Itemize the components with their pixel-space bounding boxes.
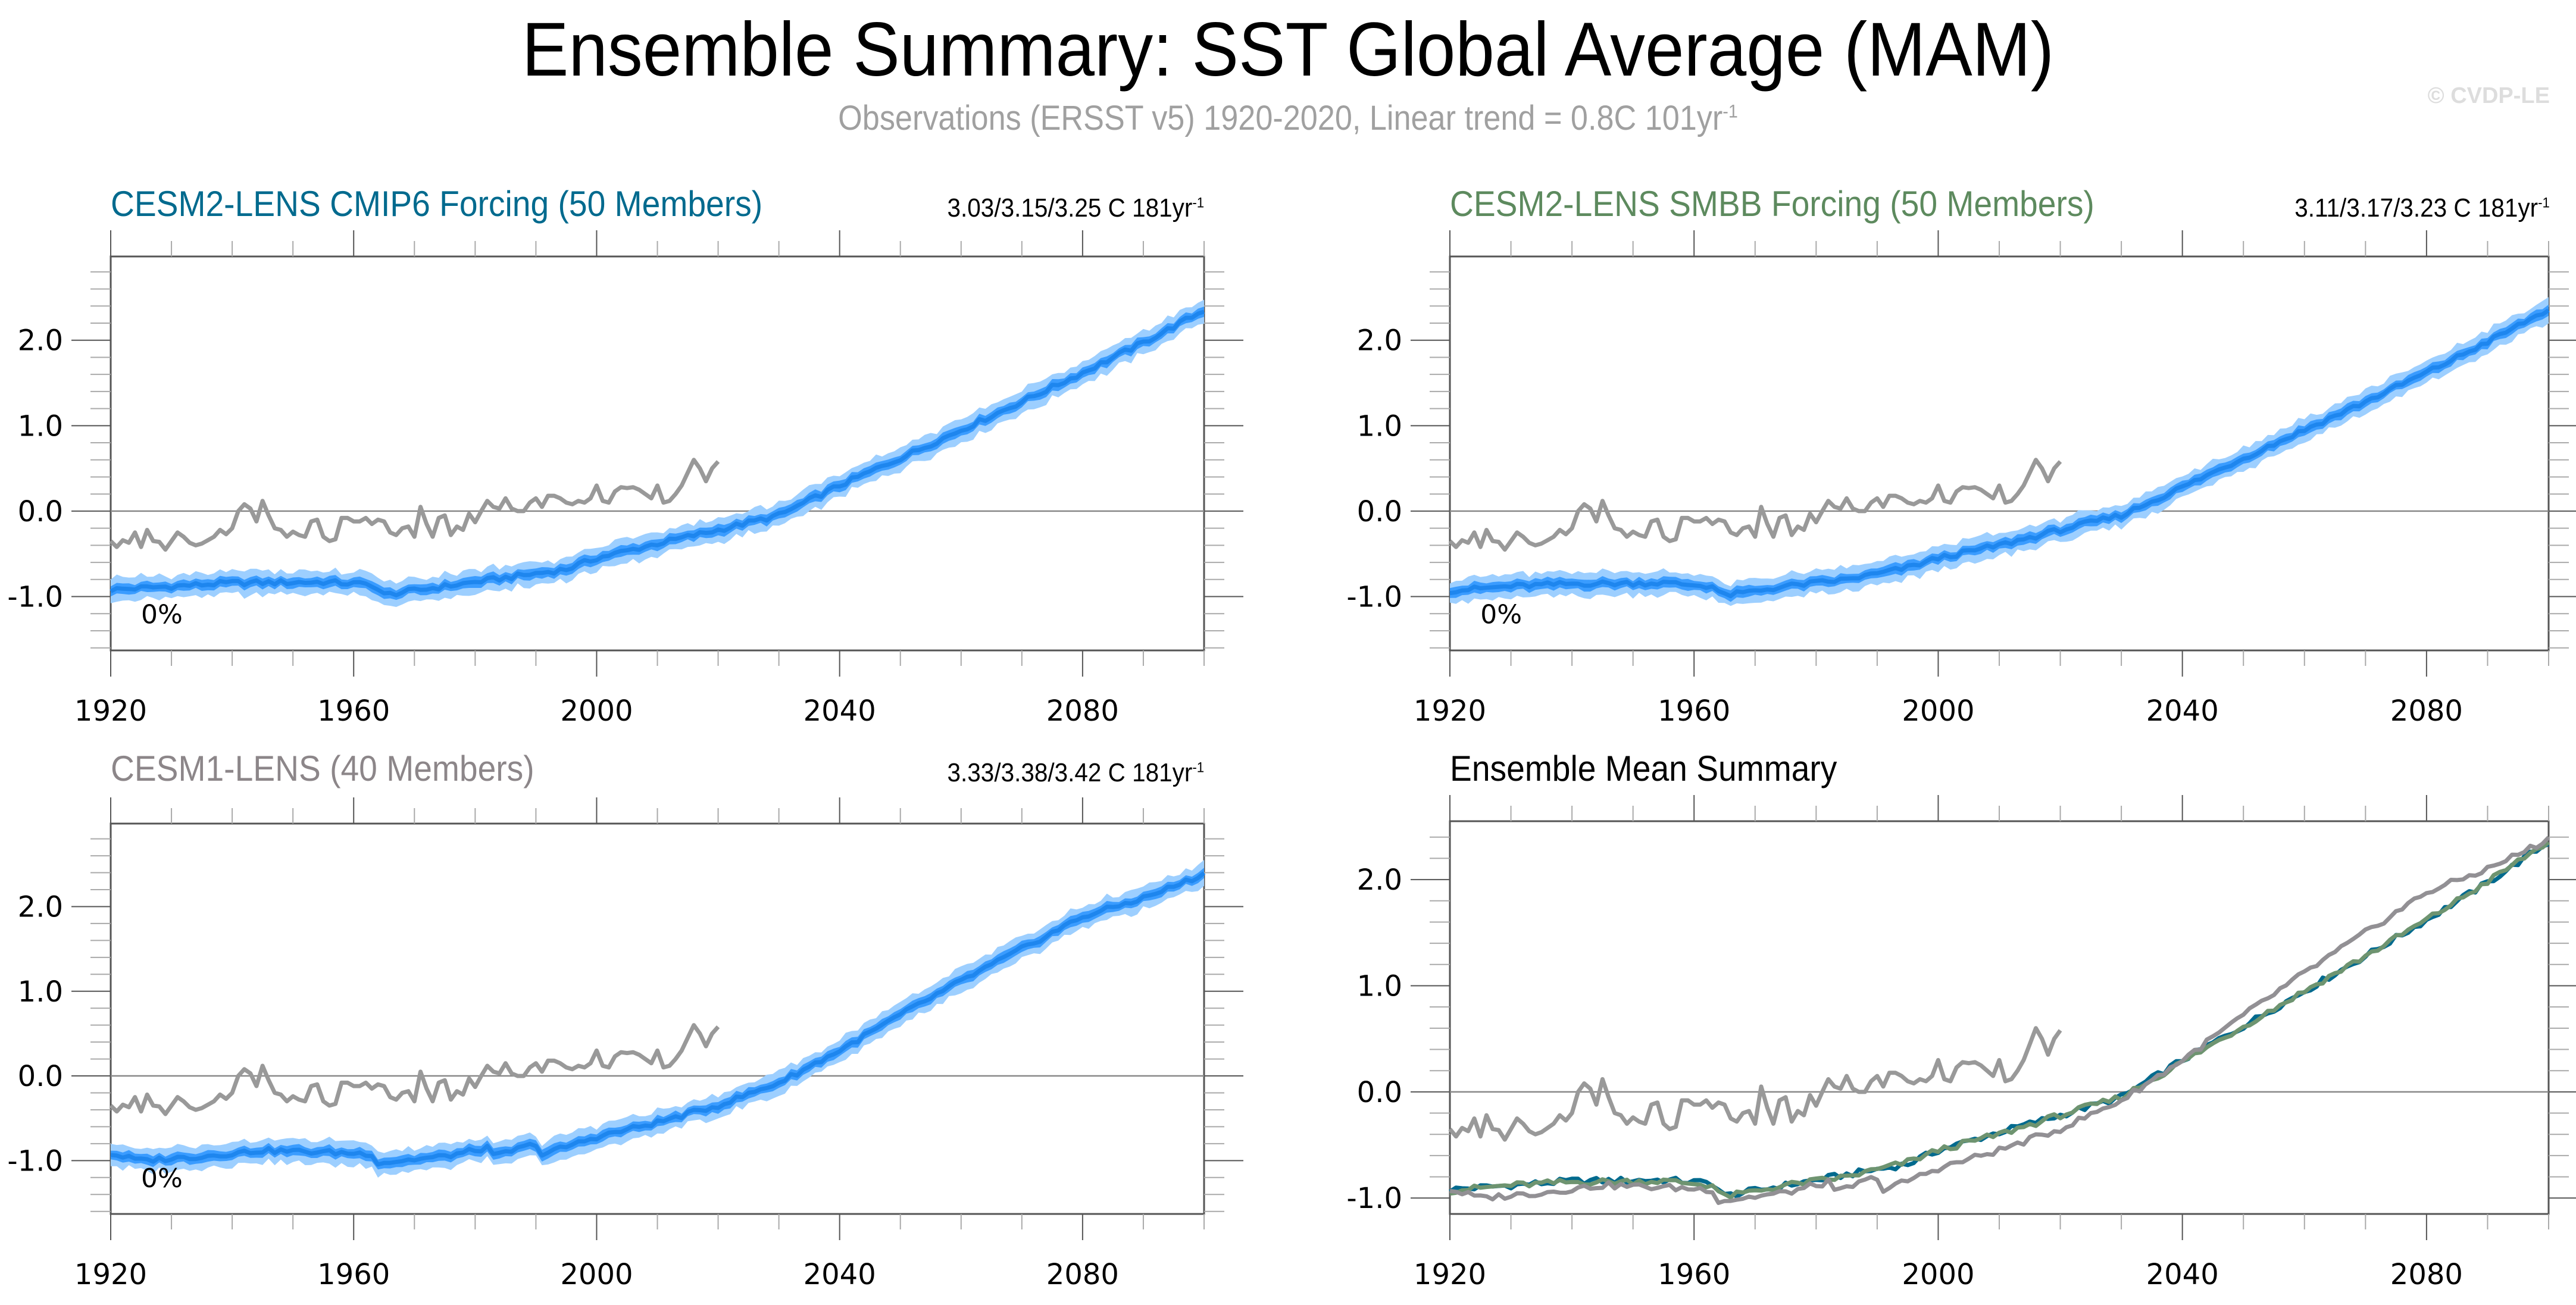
spread-band-outer [111,860,1204,1178]
panel-stat-smbb: 3.11/3.17/3.23 C 181yr-1 [2294,193,2550,223]
x-tick-label: 2080 [1046,1258,1119,1291]
x-tick-label: 1960 [317,1258,390,1291]
y-tick-label: 1.0 [1357,969,1402,1003]
ensemble-mean-line [110,309,1205,597]
y-tick-label: 0.0 [1357,495,1402,528]
x-tick-label: 2000 [560,694,633,728]
observations-line [1448,1026,2062,1142]
x-tick-label: 2000 [560,1258,633,1291]
panel-title-smbb: CESM2-LENS SMBB Forcing (50 Members) [1450,184,2094,224]
stat-text: 3.11/3.17/3.23 C 181yr [2294,193,2539,223]
y-tick-label: -1.0 [1346,581,1402,614]
panel-stat-cmip6: 3.03/3.15/3.25 C 181yr-1 [947,193,1204,223]
x-tick-label: 1920 [74,694,147,728]
percent-annotation: 0% [141,599,183,630]
spread-band-inner [111,306,1204,600]
y-tick-label: 2.0 [18,324,63,358]
percent-annotation: 0% [1480,599,1522,630]
spread-band-outer [111,299,1204,607]
cesm1-mean-line [1449,835,2550,1205]
panel-3-axes: 1920 1960 2000 2040 2080 -1.0 0.0 1.0 2.0 [7,797,1243,1291]
plot-frame [1449,820,2550,1215]
x-tick-label: 1920 [1414,694,1486,728]
x-tick-label: 2040 [804,1258,876,1291]
panel-1-data: 0% [109,299,1205,630]
subtitle-text: Observations (ERSST v5) 1920-2020, Linea… [838,99,1723,137]
cmip6-mean-line [1449,842,2550,1198]
x-tick-label: 1920 [74,1258,147,1291]
panel-stat-cesm1: 3.33/3.38/3.42 C 181yr-1 [947,758,1204,788]
spread-band-inner [111,868,1204,1170]
y-tick-label: 2.0 [18,890,63,924]
main-title: Ensemble Summary: SST Global Average (MA… [521,7,2055,92]
x-tick-label: 1960 [1658,694,1730,728]
x-tick-label: 2080 [1046,694,1119,728]
spread-band-inner [1450,305,2549,602]
smbb-mean-line [1449,840,2550,1200]
x-tick-label: 2040 [2146,1258,2219,1291]
y-tick-label: 2.0 [1357,324,1402,358]
y-tick-label: 1.0 [1357,409,1402,443]
stat-text: 3.03/3.15/3.25 C 181yr [947,193,1193,223]
panel-2-axes: 1920 1960 2000 2040 2080 -1.0 0.0 1.0 2.0 [1346,230,2576,728]
x-tick-label: 2000 [1902,1258,1974,1291]
ensemble-mean-line [110,871,1206,1167]
observations-line [109,458,720,552]
y-tick-label: 0.0 [18,1060,63,1093]
ensemble-mean-line [1449,308,2550,599]
copyright-watermark: © CVDP-LE [2427,83,2550,108]
x-tick-label: 1920 [1414,1258,1486,1291]
panel-4-data [1448,835,2550,1205]
x-tick-label: 2080 [2390,694,2463,728]
x-tick-label: 2000 [1902,694,1974,728]
y-tick-label: -1.0 [7,1144,63,1178]
y-tick-label: 1.0 [18,975,63,1009]
y-tick-label: 1.0 [18,409,63,443]
x-tick-label: 1960 [317,694,390,728]
panel-title-cesm1: CESM1-LENS (40 Members) [111,749,534,788]
stat-superscript: -1 [2538,195,2550,211]
y-tick-label: 0.0 [1357,1076,1402,1109]
panel-3-data: 0% [109,860,1206,1194]
panel-1-axes: 1920 1960 2000 2040 2080 -1.0 0.0 1.0 2.0 [7,230,1243,728]
y-tick-label: -1.0 [7,581,63,614]
panel-2-data: 0% [1448,297,2550,630]
observations-line [109,1023,720,1116]
y-tick-label: -1.0 [1346,1182,1402,1215]
stat-superscript: -1 [1192,195,1204,211]
panel-title-ensemble-mean: Ensemble Mean Summary [1450,749,1837,788]
x-tick-label: 2040 [2146,694,2219,728]
subtitle: Observations (ERSST v5) 1920-2020, Linea… [129,98,2447,138]
percent-annotation: 0% [141,1163,183,1194]
stat-text: 3.33/3.38/3.42 C 181yr [947,758,1193,787]
panel-title-cmip6: CESM2-LENS CMIP6 Forcing (50 Members) [111,184,763,224]
x-tick-label: 2080 [2390,1258,2463,1291]
subtitle-superscript: -1 [1722,100,1738,122]
stat-superscript: -1 [1192,759,1204,776]
observations-line [1448,458,2062,552]
x-tick-label: 2040 [804,694,876,728]
spread-band-outer [1450,297,2549,606]
y-tick-label: 2.0 [1357,863,1402,897]
y-tick-label: 0.0 [18,495,63,528]
panel-4-axes: 1920 1960 2000 2040 2080 -1.0 0.0 1.0 2.0 [1346,795,2576,1291]
x-tick-label: 1960 [1658,1258,1730,1291]
